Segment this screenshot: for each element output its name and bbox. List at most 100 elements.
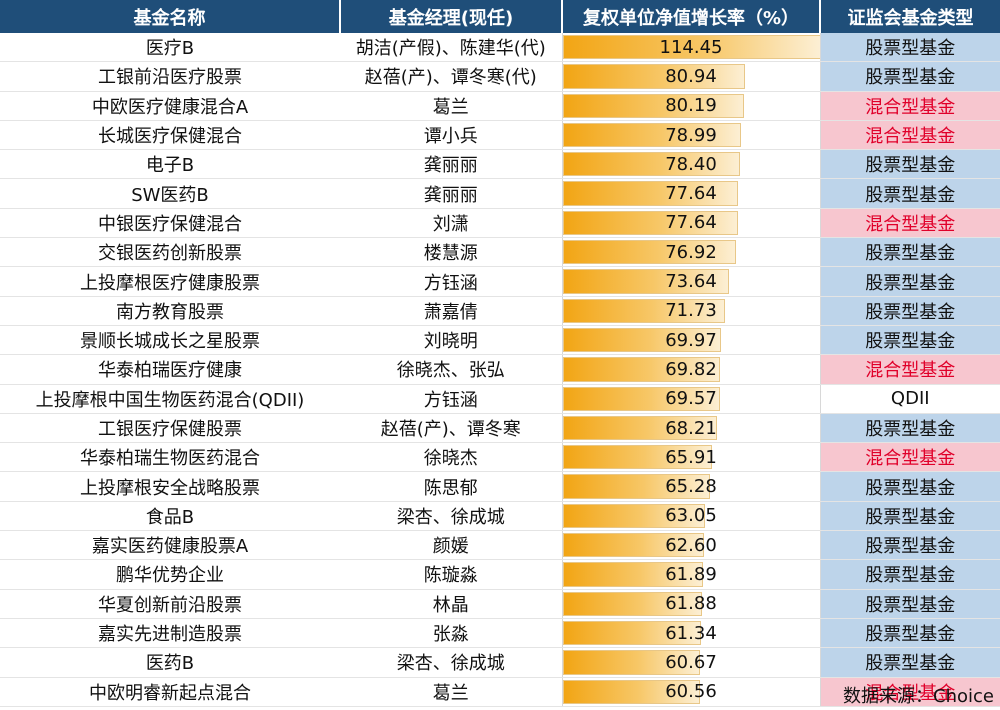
growth-rate-value: 114.45 — [659, 36, 723, 58]
growth-rate-bar — [563, 357, 720, 382]
fund-type-cell: 混合型基金 — [820, 354, 1000, 385]
growth-rate-cell: 62.60 — [561, 530, 821, 561]
growth-rate-cell: 78.99 — [561, 120, 821, 151]
fund-manager-cell: 梁杏、徐成城 — [340, 501, 562, 532]
table-row: 电子B 龚丽丽 78.40 股票型基金 — [0, 149, 1000, 180]
table-row: 医药B 梁杏、徐成城 60.67 股票型基金 — [0, 647, 1000, 678]
table-row: 中欧医疗健康混合A 葛兰 80.19 混合型基金 — [0, 91, 1000, 121]
growth-rate-cell: 69.57 — [561, 384, 821, 414]
growth-rate-value: 69.57 — [665, 388, 717, 410]
fund-type-cell: 股票型基金 — [820, 589, 1000, 619]
growth-rate-cell: 71.73 — [561, 296, 821, 326]
growth-rate-bar — [563, 93, 744, 118]
table-row: 医疗B 胡洁(产假)、陈建华(代) 114.45 股票型基金 — [0, 33, 1000, 63]
growth-rate-cell: 63.05 — [561, 501, 821, 532]
growth-rate-bar — [563, 386, 720, 411]
table-row: 鹏华优势企业 陈璇淼 61.89 股票型基金 — [0, 559, 1000, 590]
fund-manager-cell: 胡洁(产假)、陈建华(代) — [340, 33, 562, 63]
table-row: 嘉实医药健康股票A 颜媛 62.60 股票型基金 — [0, 530, 1000, 561]
table-row: 工银医疗保健股票 赵蓓(产)、谭冬寒 68.21 股票型基金 — [0, 413, 1000, 444]
fund-name-cell: 交银医药创新股票 — [0, 237, 340, 268]
growth-rate-bar — [563, 445, 712, 470]
fund-manager-cell: 颜媛 — [340, 530, 562, 561]
table-row: 华夏创新前沿股票 林晶 61.88 股票型基金 — [0, 589, 1000, 619]
fund-name-cell: 上投摩根医疗健康股票 — [0, 266, 340, 297]
growth-rate-bar — [563, 152, 740, 177]
growth-rate-bar — [563, 269, 729, 294]
header-fund-type: 证监会基金类型 — [820, 0, 1000, 33]
fund-name-cell: 中欧明睿新起点混合 — [0, 677, 340, 707]
growth-rate-bar — [563, 591, 702, 616]
table-row: 中欧明睿新起点混合 葛兰 60.56 混合型基金 — [0, 677, 1000, 707]
fund-manager-cell: 刘潇 — [340, 208, 562, 239]
growth-rate-cell: 114.45 — [561, 33, 821, 63]
fund-type-cell: 股票型基金 — [820, 61, 1000, 92]
table-row: 南方教育股票 萧嘉倩 71.73 股票型基金 — [0, 296, 1000, 326]
growth-rate-bar — [563, 327, 721, 353]
fund-manager-cell: 刘晓明 — [340, 325, 562, 356]
fund-type-cell: QDII — [820, 384, 1000, 414]
fund-type-cell: 股票型基金 — [820, 413, 1000, 444]
fund-manager-cell: 陈璇淼 — [340, 559, 562, 590]
fund-manager-cell: 葛兰 — [340, 677, 562, 707]
fund-name-cell: 华泰柏瑞医疗健康 — [0, 354, 340, 385]
growth-rate-value: 63.05 — [665, 505, 717, 527]
table-row: 长城医疗保健混合 谭小兵 78.99 混合型基金 — [0, 120, 1000, 151]
table-row: 中银医疗保健混合 刘潇 77.64 混合型基金 — [0, 208, 1000, 239]
growth-rate-value: 80.19 — [665, 95, 717, 117]
growth-rate-bar — [563, 533, 704, 558]
fund-type-cell: 股票型基金 — [820, 237, 1000, 268]
fund-name-cell: 华夏创新前沿股票 — [0, 589, 340, 619]
growth-rate-bar — [563, 240, 736, 265]
growth-rate-bar — [563, 122, 741, 148]
table-body: 医疗B 胡洁(产假)、陈建华(代) 114.45 股票型基金 工银前沿医疗股票 赵蓓(产)… — [0, 33, 1000, 707]
growth-rate-value: 73.64 — [665, 271, 717, 293]
fund-name-cell: 上投摩根中国生物医药混合(QDII) — [0, 384, 340, 414]
fund-type-cell: 混合型基金 — [820, 208, 1000, 239]
fund-type-cell: 混合型基金 — [820, 120, 1000, 151]
growth-rate-cell: 65.28 — [561, 471, 821, 502]
growth-rate-bar — [563, 181, 738, 206]
fund-type-cell: 股票型基金 — [820, 471, 1000, 502]
growth-rate-cell: 77.64 — [561, 208, 821, 239]
growth-rate-value: 61.89 — [665, 563, 717, 585]
fund-name-cell: 中银医疗保健混合 — [0, 208, 340, 239]
growth-rate-bar — [563, 474, 710, 499]
fund-name-cell: 电子B — [0, 149, 340, 180]
fund-name-cell: 嘉实医药健康股票A — [0, 530, 340, 561]
fund-name-cell: 景顺长城成长之星股票 — [0, 325, 340, 356]
growth-rate-value: 77.64 — [665, 212, 717, 234]
fund-name-cell: 医疗B — [0, 33, 340, 63]
table-row: 华泰柏瑞医疗健康 徐晓杰、张弘 69.82 混合型基金 — [0, 354, 1000, 385]
growth-rate-bar — [563, 210, 738, 236]
fund-manager-cell: 龚丽丽 — [340, 149, 562, 180]
growth-rate-cell: 78.40 — [561, 149, 821, 180]
growth-rate-value: 71.73 — [665, 300, 717, 322]
fund-manager-cell: 葛兰 — [340, 91, 562, 121]
growth-rate-value: 68.21 — [665, 417, 717, 439]
table-row: SW医药B 龚丽丽 77.64 股票型基金 — [0, 178, 1000, 209]
growth-rate-cell: 76.92 — [561, 237, 821, 268]
fund-manager-cell: 赵蓓(产)、谭冬寒 — [340, 413, 562, 444]
table-row: 工银前沿医疗股票 赵蓓(产)、谭冬寒(代) 80.94 股票型基金 — [0, 61, 1000, 92]
fund-type-cell: 股票型基金 — [820, 530, 1000, 561]
fund-manager-cell: 方钰涵 — [340, 266, 562, 297]
growth-rate-cell: 60.56 — [561, 677, 821, 707]
growth-rate-value: 69.82 — [665, 358, 717, 380]
growth-rate-value: 62.60 — [665, 534, 717, 556]
table-row: 交银医药创新股票 楼慧源 76.92 股票型基金 — [0, 237, 1000, 268]
fund-manager-cell: 方钰涵 — [340, 384, 562, 414]
fund-manager-cell: 陈思郁 — [340, 471, 562, 502]
fund-manager-cell: 萧嘉倩 — [340, 296, 562, 326]
fund-type-cell: 股票型基金 — [820, 149, 1000, 180]
table-row: 上投摩根中国生物医药混合(QDII) 方钰涵 69.57 QDII — [0, 384, 1000, 414]
header-growth-rate: 复权单位净值增长率（%） — [562, 0, 821, 33]
fund-name-cell: 华泰柏瑞生物医药混合 — [0, 442, 340, 473]
growth-rate-value: 65.91 — [665, 446, 717, 468]
growth-rate-bar — [563, 679, 700, 704]
table-row: 华泰柏瑞生物医药混合 徐晓杰 65.91 混合型基金 — [0, 442, 1000, 473]
fund-manager-cell: 林晶 — [340, 589, 562, 619]
fund-name-cell: 鹏华优势企业 — [0, 559, 340, 590]
fund-name-cell: SW医药B — [0, 178, 340, 209]
